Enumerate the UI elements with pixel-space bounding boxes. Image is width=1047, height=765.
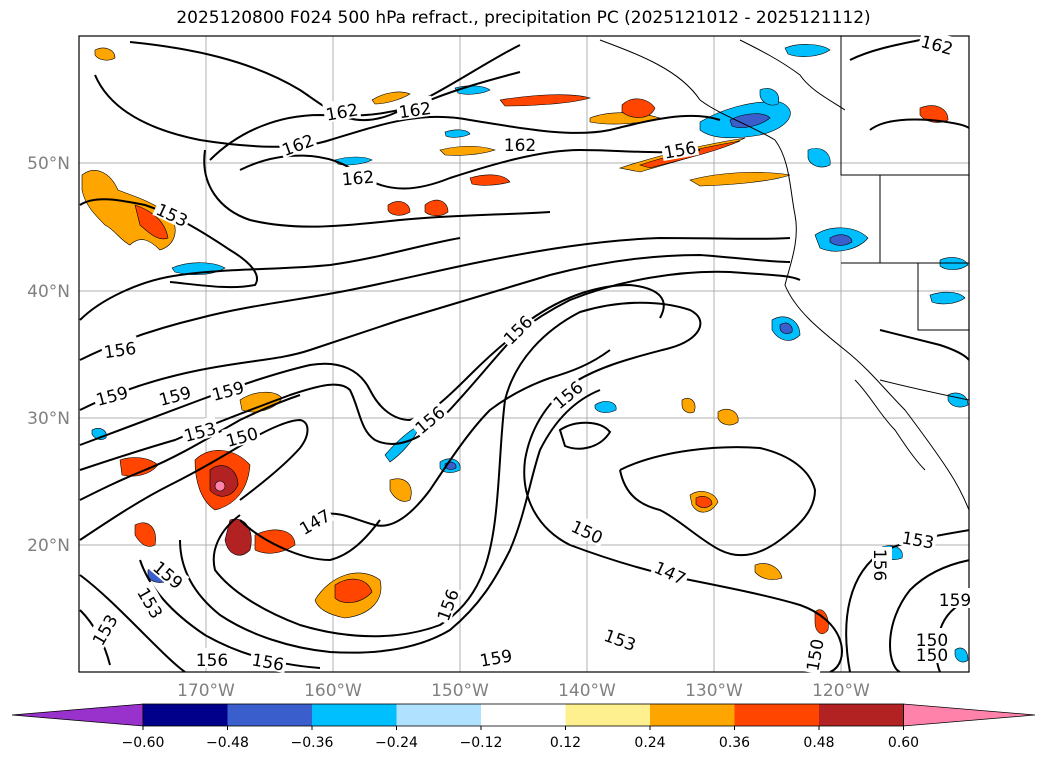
- contour-label-bg: [800, 635, 827, 675]
- contour-label: 150: [916, 646, 948, 666]
- colorbar-tick-label: −0.48: [206, 735, 249, 751]
- colorbar-swatch: [650, 704, 735, 726]
- contour-label-bg: [149, 554, 190, 593]
- lon-label-140w: 140°W: [558, 681, 616, 701]
- contour-label-bg: [276, 127, 318, 159]
- colorbar-swatch: [396, 704, 482, 726]
- contour-label: 150: [916, 631, 948, 651]
- contour-label-bg: [430, 583, 462, 625]
- contour-label-bg: [293, 502, 335, 538]
- lon-label-150w: 150°W: [431, 681, 489, 701]
- lat-label-50n: 50°N: [27, 154, 70, 174]
- contour-label-bg: [914, 628, 950, 648]
- contour-label-bg: [194, 648, 230, 668]
- map-title: 2025120800 F024 500 hPa refract., precip…: [176, 8, 871, 28]
- contour-label-bg: [179, 415, 220, 445]
- lon-label-120w: 120°W: [812, 681, 870, 701]
- colorbar-extend-low: [11, 703, 144, 727]
- contour-label-bg: [917, 28, 958, 58]
- contour-label-bg: [152, 196, 194, 230]
- contour-label-bg: [154, 379, 195, 409]
- colorbar-tick-label: 0.60: [888, 735, 919, 751]
- map-area: [79, 36, 969, 672]
- contour-label-bg: [937, 588, 973, 608]
- longitude-labels: 170°W 160°W 150°W 140°W 130°W 120°W: [177, 681, 870, 701]
- contour-label-bg: [496, 308, 537, 349]
- contour-label-bg: [600, 622, 642, 654]
- lat-label-20n: 20°N: [27, 536, 70, 556]
- gridlines: [79, 36, 969, 672]
- contour-label-bg: [872, 547, 892, 583]
- contour-label-bg: [322, 97, 362, 124]
- contour-label-bg: [476, 643, 516, 670]
- colorbar-tick-label: 0.48: [803, 735, 834, 751]
- contour-label: 162: [504, 136, 536, 156]
- colorbar: −0.60 −0.48 −0.36 −0.24 −0.12 0.12 0.24 0.36 0.4…: [11, 703, 1036, 751]
- colorbar-tick-label: 0.36: [719, 735, 750, 751]
- colorbar-swatch: [227, 704, 313, 726]
- colorbar-swatch: [734, 704, 820, 726]
- precipitation-shading: [81, 44, 969, 663]
- colorbar-tick-label: 0.12: [550, 735, 581, 751]
- contour-label-bg: [85, 608, 121, 650]
- contour-label: 156: [869, 549, 889, 581]
- contour-label-bg: [221, 420, 262, 450]
- lon-label-130w: 130°W: [685, 681, 743, 701]
- contour-label-bg: [134, 581, 170, 623]
- colorbar-tick-label: 0.24: [634, 735, 665, 751]
- lon-label-170w: 170°W: [177, 681, 235, 701]
- colorbar-swatch: [143, 704, 228, 726]
- contour-label-bg: [207, 374, 248, 404]
- contour-label-bg: [567, 513, 609, 547]
- colorbar-tick-label: −0.24: [375, 735, 418, 751]
- contour-label: 162: [398, 99, 433, 123]
- colorbar-tick-label: −0.36: [291, 735, 334, 751]
- colorbar-swatch: [312, 704, 397, 726]
- contour-label-bg: [546, 374, 587, 413]
- lat-label-30n: 30°N: [27, 409, 70, 429]
- latitude-labels: 50°N 40°N 30°N 20°N: [27, 154, 70, 556]
- map-frame: [78, 35, 970, 673]
- colorbar-swatch: [565, 704, 651, 726]
- lon-label-160w: 160°W: [304, 681, 362, 701]
- colorbar-tick-label: −0.12: [460, 735, 503, 751]
- contour-label-bg: [660, 135, 700, 162]
- colorbar-swatch: [819, 704, 904, 726]
- contour-label: 162: [341, 168, 375, 191]
- colorbar-frame: [142, 703, 904, 727]
- contour-label: 156: [196, 651, 228, 671]
- contour-label-bg: [898, 525, 938, 552]
- contour-label-bg: [502, 133, 538, 153]
- contour-label: 159: [939, 591, 971, 611]
- contour-label-bg: [650, 554, 692, 588]
- height-contours: [79, 39, 969, 672]
- lat-label-40n: 40°N: [27, 282, 70, 302]
- contour-label-bg: [339, 164, 377, 188]
- colorbar-tick-label: −0.60: [122, 735, 165, 751]
- colorbar-extend-high: [903, 703, 1036, 727]
- contour-label: 156: [103, 339, 138, 363]
- contour-label-bg: [408, 399, 449, 438]
- contour-label-bg: [91, 379, 132, 409]
- coastlines: [599, 36, 969, 511]
- contour-label-bg: [248, 647, 288, 674]
- contour-label-bg: [100, 335, 139, 361]
- colorbar-swatch: [481, 704, 566, 726]
- contour-label-bg: [395, 95, 434, 121]
